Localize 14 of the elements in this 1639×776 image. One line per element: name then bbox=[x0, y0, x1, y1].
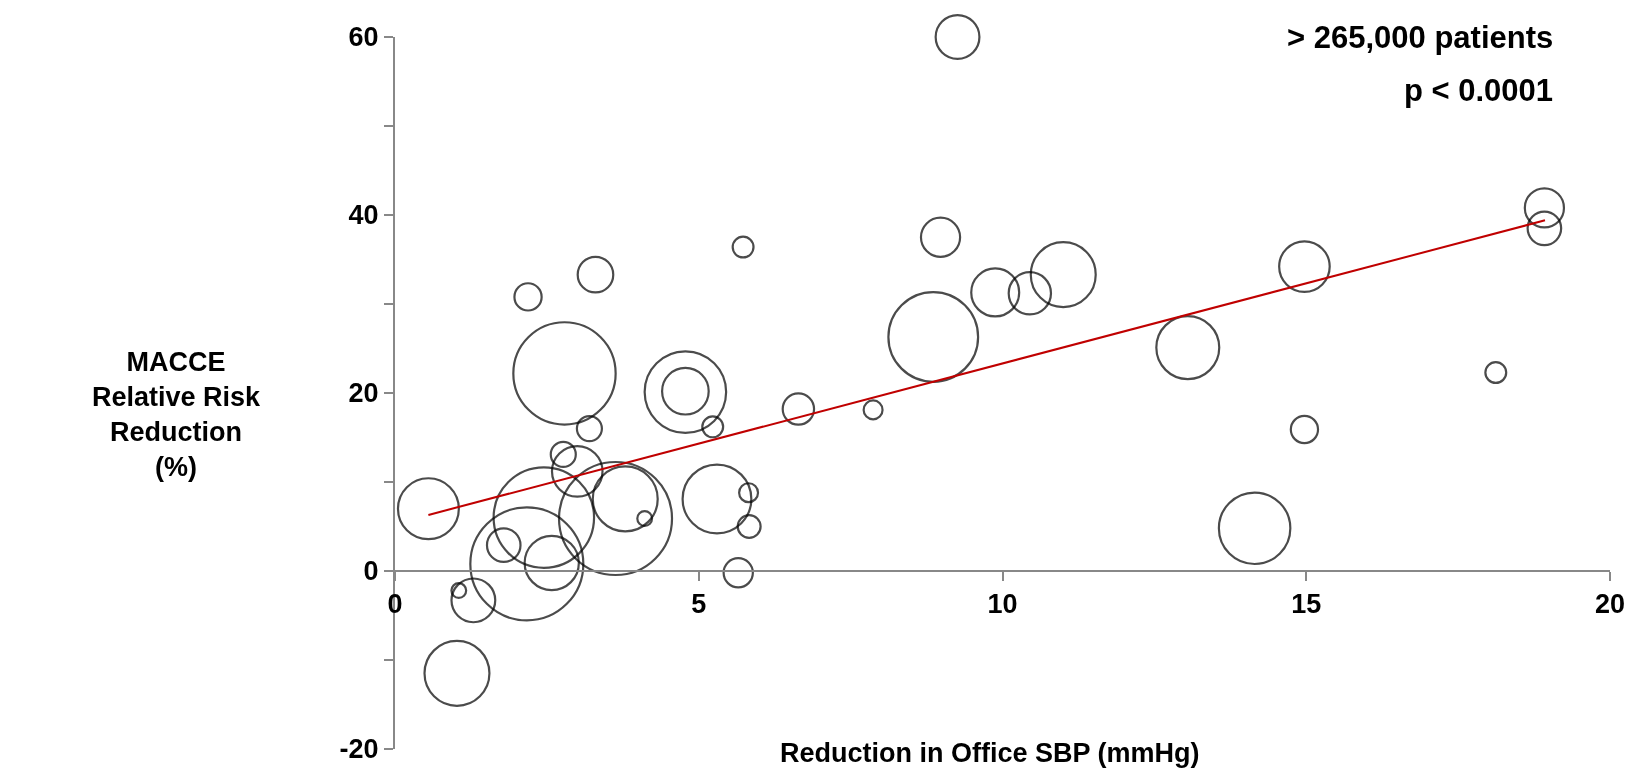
y-tick-label: 0 bbox=[363, 556, 379, 587]
x-tick-label: 10 bbox=[987, 589, 1018, 620]
x-tick-label: 15 bbox=[1291, 589, 1322, 620]
y-tick-label: 60 bbox=[348, 22, 379, 53]
annotation: p < 0.0001 bbox=[1404, 73, 1554, 108]
x-axis-title: Reduction in Office SBP (mmHg) bbox=[780, 738, 1200, 768]
annotation: > 265,000 patients bbox=[1287, 20, 1554, 55]
x-tick-label: 0 bbox=[387, 589, 403, 620]
y-tick-label: -20 bbox=[339, 734, 379, 765]
y-tick-label: 40 bbox=[348, 200, 379, 231]
y-tick-label: 20 bbox=[348, 378, 379, 409]
x-tick-label: 20 bbox=[1594, 589, 1626, 620]
y-axis-title: MACCE Relative Risk Reduction (%) bbox=[92, 347, 262, 483]
x-tick-label: 5 bbox=[691, 589, 707, 620]
